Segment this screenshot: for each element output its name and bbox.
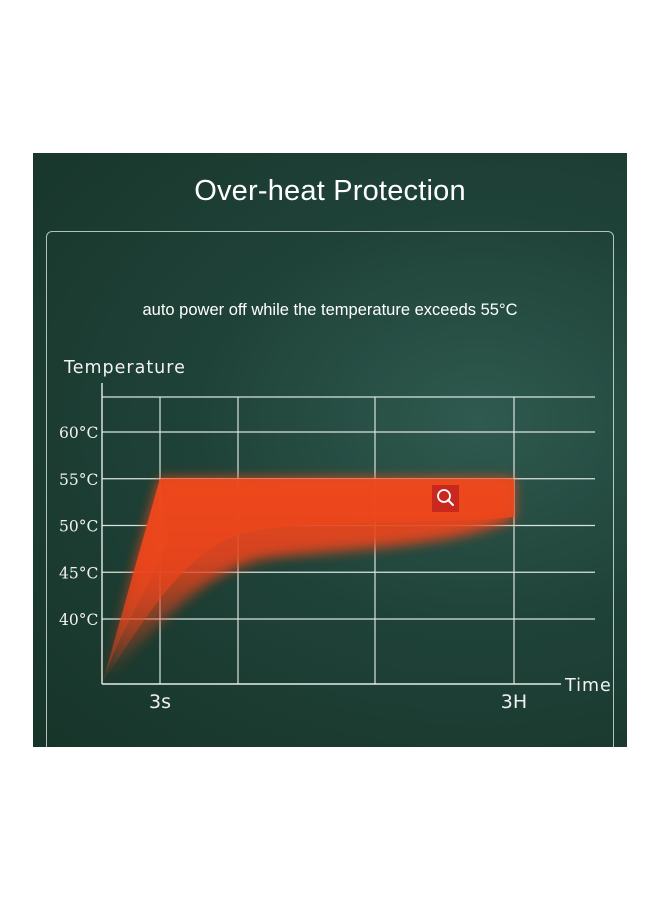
- page-title: Over-heat Protection: [194, 175, 466, 207]
- series-band: [102, 478, 514, 685]
- y-tick-label: 60°C: [59, 424, 98, 442]
- series-area: [102, 478, 514, 685]
- magnifier-icon[interactable]: [432, 485, 459, 512]
- x-axis-label: Time: [564, 676, 612, 696]
- y-axis-label: Temperature: [63, 358, 186, 378]
- y-tick-label: 45°C: [59, 564, 98, 582]
- chart-frame: [46, 231, 614, 747]
- y-tick-label: 40°C: [59, 611, 98, 629]
- y-tick-label: 50°C: [59, 518, 98, 536]
- y-tick-label: 55°C: [59, 471, 98, 489]
- chart-canvas: Temperature Time 60°C 55°C 50°C 45°C 40°C 3s…: [59, 358, 612, 713]
- x-tick-label: 3s: [149, 691, 171, 713]
- chart-subtitle: auto power off while the temperature exc…: [142, 301, 518, 319]
- y-ticks: 60°C 55°C 50°C 45°C 40°C: [59, 424, 98, 629]
- series-ramp: [102, 478, 168, 685]
- x-ticks: 3s 3H: [149, 691, 527, 713]
- panel: Over-heat Protection auto power off whil…: [33, 153, 627, 747]
- x-tick-label: 3H: [501, 691, 527, 713]
